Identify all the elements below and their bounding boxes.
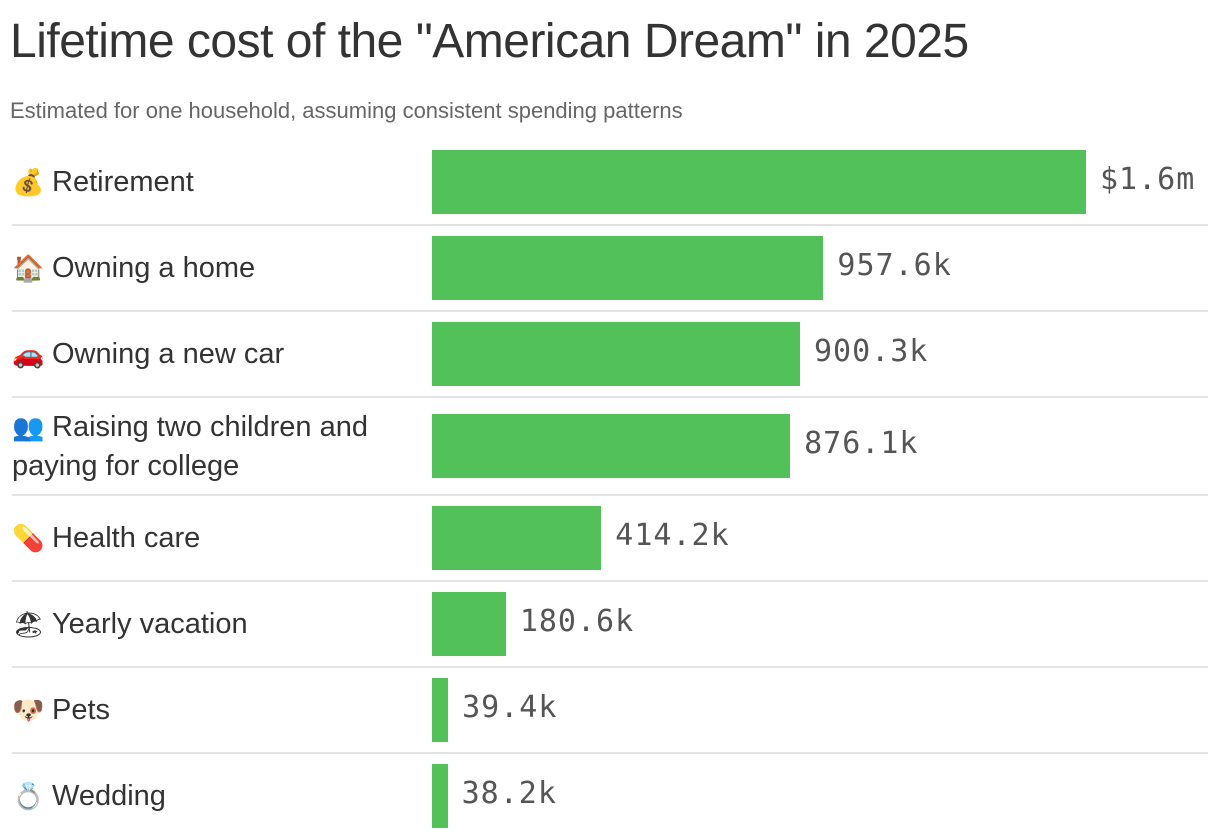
category-label: 🏠 Owning a home [12, 226, 422, 310]
house-icon: 🏠 [12, 253, 45, 284]
value-label: 876.1k [804, 426, 919, 461]
car-icon: 🚗 [12, 339, 45, 370]
category-label-text: 🚗 Owning a new car [12, 335, 284, 374]
category-label-text: 🐶 Pets [12, 691, 110, 730]
row-divider [12, 224, 1208, 226]
value-label: 900.3k [813, 334, 929, 369]
bar [432, 414, 791, 478]
bar [432, 506, 602, 570]
value-label: 39.4k [462, 690, 558, 725]
category-label: 💍 Wedding [12, 754, 422, 838]
category-label-text: 🏠 Owning a home [12, 249, 255, 288]
row-divider [12, 666, 1208, 668]
category-label: 🚗 Owning a new car [12, 312, 422, 396]
row-divider [12, 310, 1208, 312]
category-name: Owning a new car [52, 337, 285, 370]
bar [432, 236, 824, 300]
category-label-text: 💊 Health care [12, 519, 200, 558]
category-label: 🏖 Yearly vacation [12, 582, 422, 666]
category-label-text: 💍 Wedding [12, 777, 166, 816]
ring-icon: 💍 [12, 781, 45, 812]
value-label: $1.6m [1100, 162, 1196, 197]
category-name: Health care [52, 521, 201, 554]
beach-umbrella-icon: 🏖 [12, 609, 46, 640]
bar [432, 150, 1086, 214]
row-divider [12, 494, 1208, 496]
people-icon: 👥 [12, 412, 45, 443]
category-label: 🐶 Pets [12, 668, 422, 752]
category-name: Pets [52, 693, 111, 726]
category-name: Wedding [52, 779, 166, 812]
value-label: 180.6k [519, 604, 635, 639]
category-label-text: 💰 Retirement [12, 163, 194, 202]
category-label: 💰 Retirement [12, 140, 422, 224]
category-label: 💊 Health care [12, 496, 422, 580]
row-divider [12, 396, 1208, 398]
chart-subtitle: Estimated for one household, assuming co… [10, 98, 683, 123]
bar [432, 592, 506, 656]
dog-icon: 🐶 [12, 695, 45, 726]
category-name: Retirement [52, 165, 194, 198]
value-label: 38.2k [461, 776, 557, 811]
category-name: Raising two children and paying for coll… [12, 410, 368, 482]
category-label-text: 👥 Raising two children and paying for col… [12, 408, 422, 485]
bar [432, 322, 800, 386]
bar [432, 764, 448, 828]
category-label: 👥 Raising two children and paying for col… [12, 398, 422, 494]
row-divider [12, 752, 1208, 754]
value-label: 957.6k [837, 248, 952, 283]
category-label-text: 🏖 Yearly vacation [12, 605, 248, 644]
category-name: Owning a home [52, 251, 256, 284]
chart-title: Lifetime cost of the "American Dream" in… [10, 15, 969, 68]
value-label: 414.2k [615, 518, 730, 553]
bar [432, 678, 449, 742]
row-divider [12, 580, 1208, 582]
pill-icon: 💊 [12, 523, 45, 554]
money-bag-icon: 💰 [12, 167, 45, 198]
category-name: Yearly vacation [52, 607, 248, 640]
